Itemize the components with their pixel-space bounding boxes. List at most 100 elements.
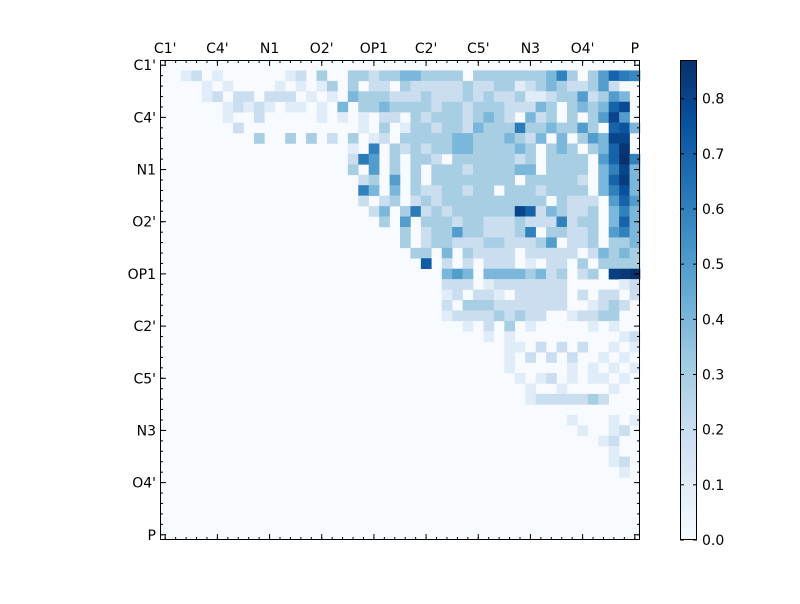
heatmap-cell	[577, 153, 589, 165]
colorbar-segment	[680, 136, 697, 141]
heatmap-cell	[452, 279, 463, 290]
heatmap-cell	[441, 101, 453, 113]
heatmap-cell	[525, 174, 536, 186]
heatmap-cell	[514, 310, 526, 322]
heatmap-cell	[462, 310, 474, 322]
heatmap-cell	[587, 195, 599, 207]
colorbar-segment	[680, 88, 697, 93]
heatmap-cell	[473, 122, 484, 134]
heatmap-cell	[556, 206, 568, 217]
heatmap-cell	[441, 91, 453, 103]
colorbar-segment	[680, 200, 697, 205]
heatmap-cell	[566, 373, 578, 384]
heatmap-cell	[535, 185, 547, 196]
heatmap-cell	[483, 101, 495, 113]
heatmap-cell	[598, 247, 609, 259]
heatmap-cell	[452, 174, 463, 186]
heatmap-cell	[619, 216, 630, 228]
heatmap-cell	[452, 91, 463, 103]
heatmap-cell	[358, 185, 369, 196]
heatmap-cell	[295, 101, 307, 113]
heatmap-cell	[566, 91, 578, 103]
heatmap-cell	[629, 279, 641, 290]
heatmap-cell	[577, 195, 589, 207]
colorbar-segment	[680, 144, 697, 149]
heatmap-cell	[566, 185, 578, 196]
heatmap-cell	[514, 143, 526, 155]
heatmap-cell	[619, 174, 630, 186]
heatmap-cell	[577, 425, 589, 436]
heatmap-cell	[389, 112, 401, 123]
heatmap-cell	[546, 279, 557, 290]
heatmap-cell	[431, 174, 443, 186]
colorbar-segment	[680, 92, 697, 97]
heatmap-cell	[410, 80, 422, 92]
heatmap-cell	[587, 247, 599, 259]
x-tick-label: O2'	[310, 41, 334, 57]
heatmap-cell	[295, 70, 307, 82]
heatmap-cell	[535, 289, 547, 301]
heatmap-cell	[389, 195, 401, 207]
heatmap-cell	[556, 216, 568, 228]
heatmap-cell	[535, 122, 547, 134]
heatmap-cell	[598, 70, 609, 82]
heatmap-cell	[525, 91, 536, 103]
heatmap-cell	[525, 195, 536, 207]
x-tick-label: P	[631, 41, 639, 57]
heatmap-cell	[473, 143, 484, 155]
colorbar-tick-label: 0.1	[702, 478, 724, 494]
heatmap-cell	[420, 153, 432, 165]
heatmap-cell	[514, 289, 526, 301]
colorbar-segment	[680, 160, 697, 165]
colorbar-segment	[680, 524, 697, 529]
heatmap-cell	[608, 258, 620, 269]
heatmap-cell	[566, 352, 578, 363]
heatmap-cell	[504, 320, 516, 332]
colorbar-segment	[680, 256, 697, 261]
heatmap-cell	[473, 216, 484, 228]
heatmap-cell	[473, 153, 484, 165]
heatmap-cell	[285, 133, 296, 144]
heatmap-cell	[222, 80, 234, 92]
heatmap-cell	[306, 91, 317, 103]
heatmap-cell	[473, 174, 484, 186]
heatmap-cell	[525, 70, 536, 82]
heatmap-cell	[410, 112, 422, 123]
heatmap-cell	[556, 279, 568, 290]
colorbar-border	[680, 60, 697, 540]
x-tick-label: N1	[260, 41, 279, 57]
heatmap-cell	[629, 70, 641, 82]
heatmap-cell	[483, 112, 495, 123]
heatmap-cell	[566, 393, 578, 405]
heatmap-cell	[347, 133, 359, 144]
heatmap-cell	[493, 70, 505, 82]
heatmap-cell	[546, 174, 557, 186]
heatmap-cell	[420, 91, 432, 103]
colorbar-segment	[680, 216, 697, 221]
colorbar-segment	[680, 328, 697, 333]
heatmap-cell	[420, 122, 432, 134]
heatmap-cell	[587, 268, 599, 280]
heatmap-cell	[483, 216, 495, 228]
colorbar: 0.0 0.1 0.2 0.3 0.4 0.5 0.6 0.7 0.8	[680, 60, 724, 549]
heatmap-cell	[462, 268, 474, 280]
heatmap-cell	[306, 133, 317, 144]
heatmap-cell	[608, 70, 620, 82]
heatmap-cell	[493, 122, 505, 134]
heatmap-cell	[546, 300, 557, 311]
heatmap-cell	[587, 143, 599, 155]
heatmap-cell	[504, 164, 516, 176]
heatmap-cell	[420, 258, 432, 269]
heatmap-cell	[535, 112, 547, 123]
heatmap-cell	[514, 185, 526, 196]
colorbar-segment	[680, 300, 697, 305]
heatmap-cell	[629, 122, 641, 134]
colorbar-segment	[680, 292, 697, 297]
heatmap-cell	[514, 373, 526, 384]
colorbar-segment	[680, 208, 697, 213]
colorbar-segment	[680, 400, 697, 405]
heatmap-cell	[535, 300, 547, 311]
heatmap-cell	[473, 300, 484, 311]
heatmap-cell	[566, 206, 578, 217]
